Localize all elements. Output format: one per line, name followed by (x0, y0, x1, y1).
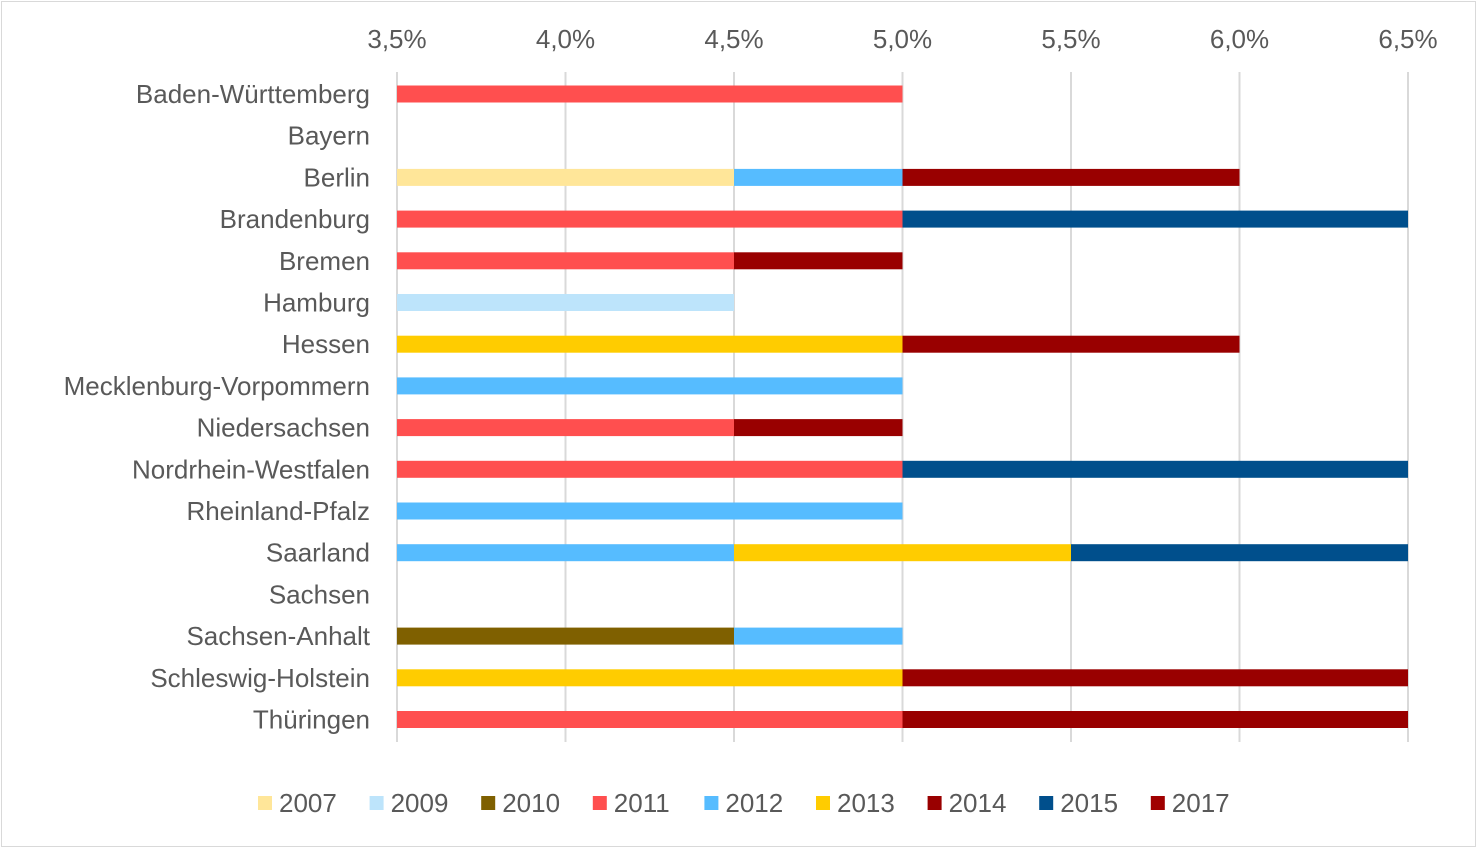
bar-segment (397, 669, 903, 687)
legend-item: 2009 (369, 788, 449, 818)
category-label: Baden-Württemberg (136, 79, 370, 109)
bar-segment (902, 168, 1240, 186)
bars (397, 85, 1408, 728)
legend-item: 2007 (258, 788, 337, 818)
category-label: Thüringen (253, 705, 370, 735)
bar-segment (397, 502, 903, 520)
category-label: Mecklenburg-Vorpommern (64, 371, 370, 401)
bar-segment (734, 419, 903, 437)
category-label: Saarland (266, 538, 370, 568)
bar-segment (902, 335, 1240, 353)
category-label: Berlin (304, 162, 370, 192)
bar-segment (734, 168, 903, 186)
bar-segment (397, 377, 903, 395)
category-label: Brandenburg (220, 204, 370, 234)
bar-segment (397, 168, 734, 186)
x-tick-label: 5,5% (1041, 24, 1100, 54)
bar-segment (397, 252, 734, 270)
category-label: Schleswig-Holstein (150, 663, 370, 693)
legend-swatch (592, 796, 607, 810)
bar-segment (734, 627, 903, 645)
legend-item: 2012 (704, 788, 783, 818)
bar-segment (397, 711, 903, 728)
legend-item: 2011 (592, 788, 670, 818)
legend-item: 2015 (1039, 788, 1118, 818)
x-tick-label: 4,0% (536, 24, 595, 54)
bar-segment (902, 711, 1408, 728)
category-label: Nordrhein-Westfalen (132, 454, 370, 484)
legend-swatch (369, 796, 384, 810)
bar-segment (397, 85, 903, 103)
bar-segment (397, 419, 734, 437)
legend-swatch (927, 796, 942, 810)
legend-label: 2014 (949, 788, 1007, 818)
bar-segment (397, 460, 903, 478)
legend: 2007 2009 2010 2011 2012 2013 2014 2015 2017 (258, 788, 1230, 818)
legend-label: 2012 (725, 788, 783, 818)
category-label: Rheinland-Pfalz (186, 496, 370, 526)
category-axis: Baden-Württemberg Bayern Berlin Brandenburg… (64, 79, 371, 735)
legend-label: 2007 (279, 788, 337, 818)
legend-label: 2009 (391, 788, 449, 818)
legend-label: 2011 (614, 788, 670, 818)
x-tick-label: 4,5% (704, 24, 763, 54)
legend-item: 2013 (816, 788, 895, 818)
bar-segment (397, 544, 734, 562)
category-label: Bremen (279, 246, 370, 276)
legend-label: 2015 (1060, 788, 1118, 818)
category-label: Hamburg (263, 288, 370, 318)
legend-swatch (258, 796, 272, 810)
legend-swatch (1150, 796, 1165, 810)
x-axis-ticks: 3,5% 4,0% 4,5% 5,0% 5,5% 6,0% 6,5% (367, 24, 1437, 54)
x-tick-label: 6,5% (1378, 24, 1437, 54)
legend-item: 2014 (927, 788, 1007, 818)
x-tick-label: 6,0% (1210, 24, 1269, 54)
bar-segment (397, 627, 734, 645)
bar-segment (397, 210, 903, 228)
legend-swatch (704, 796, 719, 810)
legend-item: 2010 (481, 788, 560, 818)
bar-segment (1071, 544, 1408, 562)
category-label: Sachsen-Anhalt (186, 621, 370, 651)
bar-segment (734, 252, 903, 270)
legend-label: 2010 (502, 788, 560, 818)
legend-item: 2017 (1150, 788, 1230, 818)
legend-swatch (816, 796, 830, 810)
bar-segment (902, 460, 1408, 478)
category-label: Niedersachsen (197, 413, 370, 443)
x-tick-label: 5,0% (873, 24, 932, 54)
bar-segment (902, 210, 1408, 228)
category-label: Sachsen (269, 579, 370, 609)
category-label: Bayern (288, 121, 370, 151)
x-tick-label: 3,5% (367, 24, 426, 54)
bar-segment (397, 294, 734, 311)
bar-segment (902, 669, 1408, 687)
bar-segment (734, 544, 1071, 562)
legend-swatch (1039, 796, 1054, 810)
legend-label: 2017 (1172, 788, 1230, 818)
bar-segment (397, 335, 903, 353)
legend-swatch (481, 796, 496, 810)
category-label: Hessen (282, 329, 370, 359)
legend-label: 2013 (837, 788, 895, 818)
